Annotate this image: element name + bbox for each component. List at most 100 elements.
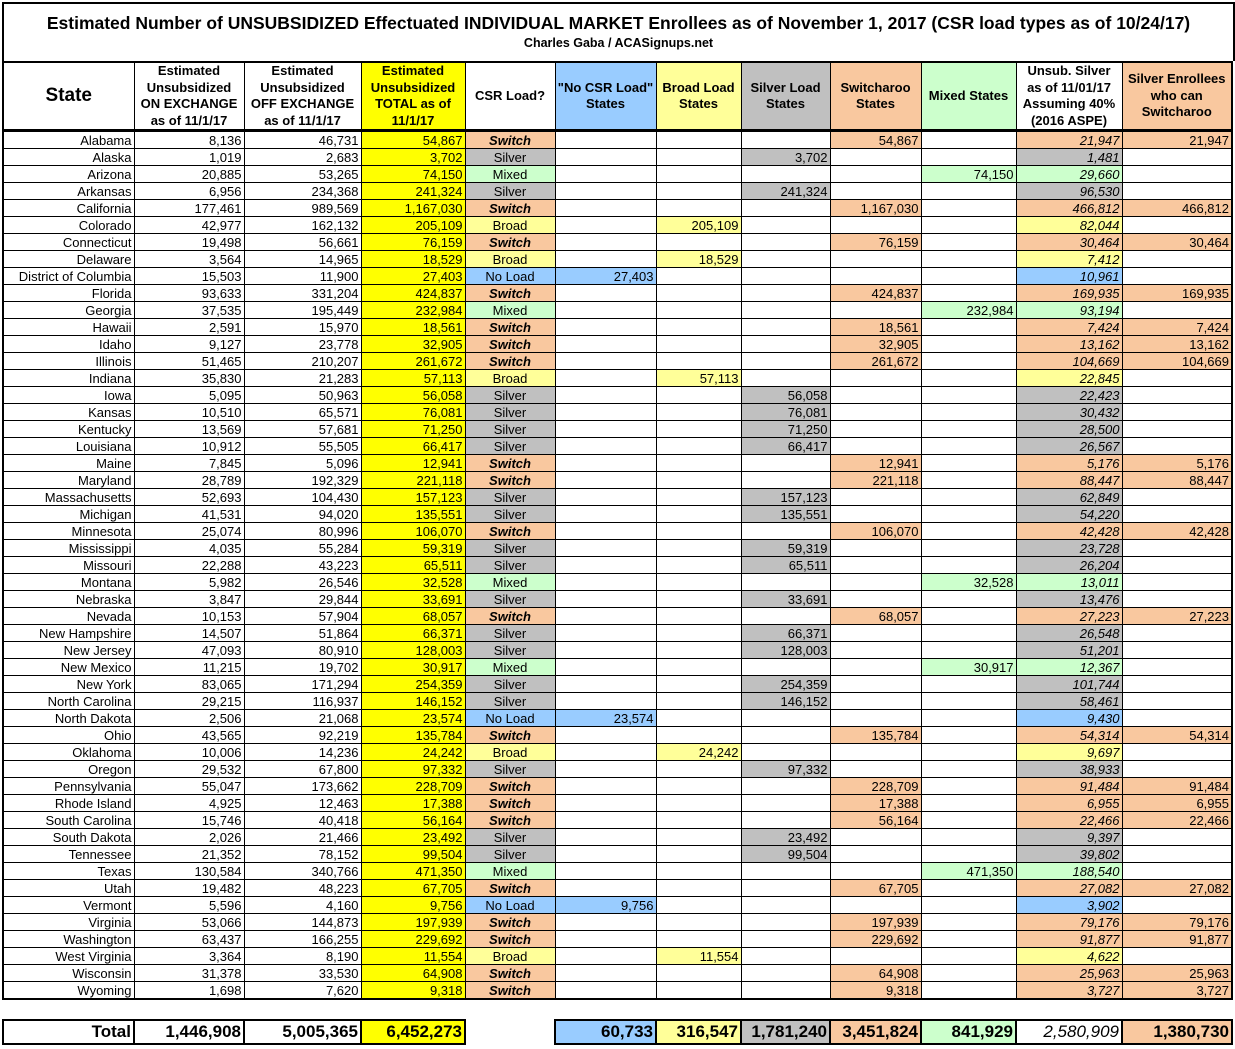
mixed-cell[interactable]: 471,350	[920, 862, 1017, 880]
on-exchange-cell[interactable]: 6,956	[133, 182, 245, 200]
switcharoo-cell[interactable]	[829, 947, 922, 965]
mixed-cell[interactable]	[920, 130, 1017, 149]
switcharoo-cell[interactable]: 135,784	[829, 726, 922, 744]
mixed-cell[interactable]	[920, 267, 1017, 285]
mixed-cell[interactable]	[920, 522, 1017, 540]
csr-load-cell[interactable]: Switch	[464, 879, 556, 897]
no-load-cell[interactable]: 23,574	[554, 709, 657, 727]
on-exchange-cell[interactable]: 7,845	[133, 454, 245, 472]
csr-load-cell[interactable]: Broad	[464, 743, 556, 761]
csr-load-cell[interactable]: Mixed	[464, 573, 556, 591]
total-cell[interactable]: 66,417	[360, 437, 466, 455]
state-cell[interactable]: Utah	[2, 879, 135, 897]
csr-load-cell[interactable]: Switch	[464, 471, 556, 489]
switcharoo-cell[interactable]: 229,692	[829, 930, 922, 948]
total-cell[interactable]: 66,371	[360, 624, 466, 642]
mixed-cell[interactable]	[920, 896, 1017, 914]
mixed-cell[interactable]	[920, 913, 1017, 931]
total-cell[interactable]: 54,867	[360, 130, 466, 149]
on-exchange-cell[interactable]: 2,506	[133, 709, 245, 727]
state-cell[interactable]: Washington	[2, 930, 135, 948]
state-cell[interactable]: South Dakota	[2, 828, 135, 846]
off-exchange-cell[interactable]: 19,702	[243, 658, 362, 676]
mixed-cell[interactable]	[920, 403, 1017, 421]
unsub-silver-cell[interactable]: 82,044	[1015, 216, 1123, 234]
broad-cell[interactable]: 11,554	[655, 947, 742, 965]
csr-load-cell[interactable]: Silver	[464, 386, 556, 404]
can-switch-cell[interactable]	[1121, 692, 1233, 710]
on-exchange-cell[interactable]: 29,532	[133, 760, 245, 778]
on-exchange-cell[interactable]: 3,847	[133, 590, 245, 608]
broad-cell[interactable]	[655, 777, 742, 795]
state-cell[interactable]: Colorado	[2, 216, 135, 234]
can-switch-cell[interactable]	[1121, 216, 1233, 234]
silver-cell[interactable]: 97,332	[740, 760, 831, 778]
unsub-silver-cell[interactable]: 42,428	[1015, 522, 1123, 540]
switcharoo-cell[interactable]	[829, 182, 922, 200]
mixed-cell[interactable]	[920, 199, 1017, 217]
unsub-silver-cell[interactable]: 26,204	[1015, 556, 1123, 574]
state-cell[interactable]: Kansas	[2, 403, 135, 421]
silver-cell[interactable]: 241,324	[740, 182, 831, 200]
unsub-silver-cell[interactable]: 27,223	[1015, 607, 1123, 625]
on-exchange-cell[interactable]: 10,912	[133, 437, 245, 455]
broad-cell[interactable]	[655, 811, 742, 829]
off-exchange-cell[interactable]: 46,731	[243, 130, 362, 149]
no-load-cell[interactable]	[554, 777, 657, 795]
csr-load-cell[interactable]: Switch	[464, 335, 556, 353]
on-exchange-cell[interactable]: 25,074	[133, 522, 245, 540]
mixed-cell[interactable]	[920, 284, 1017, 302]
can-switch-cell[interactable]	[1121, 556, 1233, 574]
total-cell[interactable]: 17,388	[360, 794, 466, 812]
switcharoo-cell[interactable]: 261,672	[829, 352, 922, 370]
csr-load-cell[interactable]: Switch	[464, 913, 556, 931]
total-cell[interactable]: 23,574	[360, 709, 466, 727]
no-load-cell[interactable]	[554, 913, 657, 931]
can-switch-cell[interactable]: 22,466	[1121, 811, 1233, 829]
on-exchange-cell[interactable]: 35,830	[133, 369, 245, 387]
off-exchange-cell[interactable]: 92,219	[243, 726, 362, 744]
no-load-cell[interactable]	[554, 182, 657, 200]
switcharoo-cell[interactable]	[829, 267, 922, 285]
broad-cell[interactable]	[655, 301, 742, 319]
switcharoo-cell[interactable]: 228,709	[829, 777, 922, 795]
can-switch-cell[interactable]	[1121, 420, 1233, 438]
switcharoo-cell[interactable]	[829, 743, 922, 761]
no-load-cell[interactable]	[554, 930, 657, 948]
csr-load-cell[interactable]: Switch	[464, 607, 556, 625]
no-load-cell[interactable]	[554, 420, 657, 438]
off-exchange-cell[interactable]: 51,864	[243, 624, 362, 642]
broad-cell[interactable]	[655, 352, 742, 370]
unsub-silver-cell[interactable]: 26,548	[1015, 624, 1123, 642]
total-on-exchange[interactable]: 1,446,908	[133, 1019, 245, 1045]
unsub-silver-cell[interactable]: 25,963	[1015, 964, 1123, 982]
state-cell[interactable]: Connecticut	[2, 233, 135, 251]
no-load-cell[interactable]	[554, 862, 657, 880]
csr-load-cell[interactable]: Silver	[464, 148, 556, 166]
can-switch-cell[interactable]: 91,484	[1121, 777, 1233, 795]
state-cell[interactable]: Montana	[2, 573, 135, 591]
total-cell[interactable]: 424,837	[360, 284, 466, 302]
total-cell[interactable]: 1,167,030	[360, 199, 466, 217]
csr-load-cell[interactable]: Silver	[464, 505, 556, 523]
on-exchange-cell[interactable]: 13,569	[133, 420, 245, 438]
can-switch-cell[interactable]	[1121, 165, 1233, 183]
on-exchange-cell[interactable]: 15,503	[133, 267, 245, 285]
broad-cell[interactable]	[655, 981, 742, 1000]
total-off-exchange[interactable]: 5,005,365	[243, 1019, 362, 1045]
off-exchange-cell[interactable]: 15,970	[243, 318, 362, 336]
on-exchange-cell[interactable]: 52,693	[133, 488, 245, 506]
off-exchange-cell[interactable]: 57,681	[243, 420, 362, 438]
no-load-cell[interactable]: 9,756	[554, 896, 657, 914]
total-cell[interactable]: 157,123	[360, 488, 466, 506]
off-exchange-cell[interactable]: 21,283	[243, 369, 362, 387]
total-cell[interactable]: 27,403	[360, 267, 466, 285]
can-switch-cell[interactable]	[1121, 539, 1233, 557]
no-load-cell[interactable]	[554, 199, 657, 217]
silver-cell[interactable]	[740, 352, 831, 370]
no-load-cell[interactable]	[554, 386, 657, 404]
state-cell[interactable]: North Dakota	[2, 709, 135, 727]
off-exchange-cell[interactable]: 56,661	[243, 233, 362, 251]
off-exchange-cell[interactable]: 989,569	[243, 199, 362, 217]
unsub-silver-cell[interactable]: 30,464	[1015, 233, 1123, 251]
